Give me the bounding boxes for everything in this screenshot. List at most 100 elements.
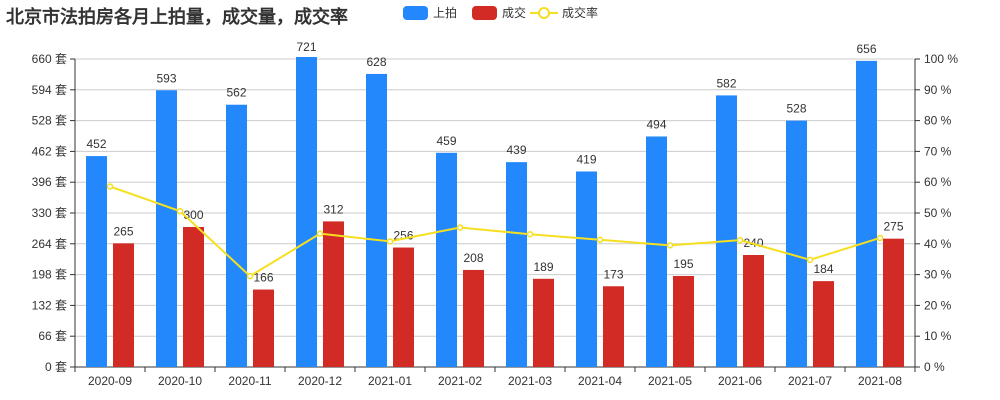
y-right-tick-label: 40 % [924, 237, 952, 251]
bar-listed [226, 104, 247, 367]
data-label: 582 [716, 76, 736, 90]
bar-sold [323, 221, 344, 367]
bar-listed [366, 73, 387, 367]
x-tick-label: 2021-04 [578, 374, 622, 388]
data-label: 300 [183, 208, 203, 222]
rate-point [106, 183, 114, 190]
y-left-tick-label: 396 套 [32, 175, 67, 189]
bar-listed [786, 120, 807, 367]
rate-point [876, 234, 884, 242]
y-left-tick-label: 66 套 [38, 329, 67, 343]
legend-label: 成交率 [562, 6, 599, 20]
x-tick-label: 2020-11 [228, 374, 271, 388]
bar-listed [716, 95, 737, 368]
y-left-tick-label: 198 套 [32, 268, 67, 282]
chart-title: 北京市法拍房各月上拍量，成交量，成交率 [6, 7, 348, 27]
x-tick-label: 2021-02 [438, 374, 482, 388]
data-label: 721 [296, 40, 316, 54]
data-label: 459 [436, 134, 456, 148]
x-tick-label: 2021-07 [788, 374, 832, 388]
rate-point [736, 236, 744, 244]
y-right-tick-label: 20 % [924, 298, 952, 312]
data-label: 208 [463, 251, 483, 265]
bar-sold [533, 278, 554, 367]
bar-listed [576, 171, 597, 367]
rate-point [246, 272, 254, 280]
rate-point [526, 231, 534, 238]
legend-line-icon [530, 6, 558, 19]
rate-point [596, 236, 604, 244]
x-tick-label: 2020-09 [88, 374, 132, 388]
y-left-tick-label: 594 套 [32, 83, 67, 97]
rate-point [176, 207, 184, 215]
bar-sold [883, 238, 904, 367]
bar-listed [296, 57, 317, 367]
data-label: 593 [156, 71, 176, 85]
bar-sold [113, 243, 134, 367]
data-label: 189 [533, 260, 553, 274]
bar-sold [603, 286, 624, 367]
bar-listed [646, 136, 667, 367]
y-left-tick-label: 132 套 [32, 298, 67, 312]
y-right-tick-label: 10 % [924, 329, 952, 343]
y-left-tick-label: 264 套 [32, 237, 67, 251]
bar-sold [743, 255, 764, 367]
y-right-tick-label: 60 % [924, 175, 952, 189]
rate-point [456, 224, 464, 231]
bar-sold [393, 247, 414, 367]
rate-point [806, 256, 814, 264]
legend-swatch-listed [403, 5, 428, 20]
rate-point [666, 242, 674, 249]
rate-point [316, 230, 324, 237]
x-tick-label: 2020-10 [158, 374, 202, 388]
x-tick-label: 2021-01 [368, 374, 412, 388]
data-label: 419 [576, 152, 596, 166]
bar-sold [463, 269, 484, 367]
y-left-tick-label: 0 套 [45, 360, 67, 374]
data-label: 195 [673, 257, 693, 271]
x-tick-label: 2021-08 [858, 374, 902, 388]
y-right-tick-label: 50 % [924, 206, 952, 220]
rate-line [109, 185, 881, 278]
x-tick-label: 2021-03 [508, 374, 552, 388]
legend-item-sold[interactable]: 成交 [472, 4, 526, 21]
data-label: 528 [786, 102, 806, 116]
data-label: 312 [323, 202, 343, 216]
bar-sold [253, 289, 274, 367]
data-label: 628 [366, 55, 386, 69]
data-label: 494 [646, 117, 666, 131]
bar-sold [813, 281, 834, 367]
bar-listed [856, 60, 877, 367]
data-label: 184 [813, 262, 833, 276]
y-left-tick-label: 462 套 [32, 144, 67, 158]
data-label: 439 [506, 143, 526, 157]
data-label: 656 [856, 42, 876, 56]
data-label: 265 [113, 224, 133, 238]
y-right-tick-label: 70 % [924, 144, 952, 158]
data-label: 173 [603, 267, 623, 281]
legend-item-rate[interactable]: 成交率 [530, 4, 598, 21]
bar-listed [436, 152, 457, 367]
data-label: 562 [226, 86, 246, 100]
y-left-tick-label: 660 套 [32, 52, 67, 66]
x-tick-label: 2021-06 [718, 374, 762, 388]
legend-item-listed[interactable]: 上拍 [403, 4, 457, 21]
y-right-tick-label: 100 % [924, 52, 958, 66]
legend-label: 成交 [502, 6, 527, 20]
bar-listed [156, 90, 177, 368]
x-tick-label: 2021-05 [648, 374, 692, 388]
y-left-tick-label: 330 套 [32, 206, 67, 220]
y-left-tick-label: 528 套 [32, 114, 67, 128]
bar-sold [673, 276, 694, 367]
y-right-tick-label: 80 % [924, 114, 952, 128]
data-label: 166 [253, 271, 273, 285]
data-label: 275 [883, 220, 903, 234]
data-label: 452 [86, 137, 106, 151]
y-right-tick-label: 90 % [924, 83, 952, 97]
x-tick-label: 2020-12 [298, 374, 342, 388]
legend-swatch-sold [472, 5, 497, 20]
rate-point [386, 238, 394, 245]
legend-label: 上拍 [433, 6, 458, 20]
